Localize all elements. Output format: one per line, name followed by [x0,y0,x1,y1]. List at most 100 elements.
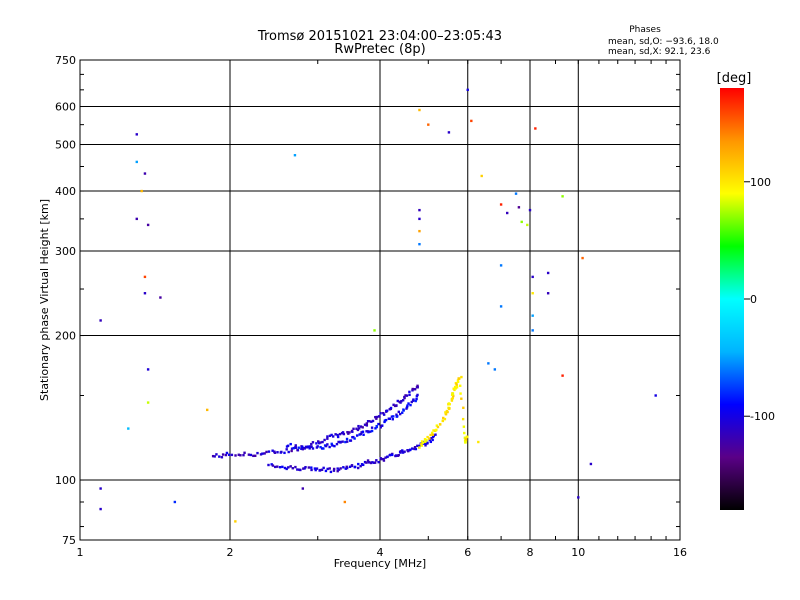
data-point [270,463,273,466]
data-point [135,133,138,136]
data-point [389,453,392,457]
data-point [454,381,458,385]
data-point [328,467,331,470]
data-point [380,424,383,427]
data-point [283,466,287,470]
data-point [368,461,371,464]
data-point [455,386,459,389]
data-point [328,434,332,438]
data-point [252,454,255,458]
data-point [577,496,580,499]
data-point [654,394,657,397]
data-point [311,441,315,444]
data-point [261,452,264,455]
data-point [430,431,434,435]
data-point [452,387,455,390]
data-point [339,441,342,444]
y-tick-label: 750 [55,54,76,67]
x-tick-label: 4 [377,546,384,559]
data-point [384,418,388,422]
data-point [218,455,221,458]
data-point [531,292,534,295]
data-point [373,329,376,332]
grid-lines [80,60,680,540]
data-point [466,88,469,92]
data-point [143,292,147,295]
data-point [454,387,457,390]
data-point [499,305,503,308]
x-tick-label: 8 [527,546,534,559]
y-tick-label: 200 [55,330,76,343]
data-point [310,442,313,446]
data-point [520,220,523,224]
data-point [409,403,412,407]
data-point [99,507,102,511]
data-point [546,271,550,275]
data-point [431,433,435,436]
y-tick-label: 75 [62,534,76,547]
data-point [290,447,294,450]
data-point [296,449,300,452]
data-point [239,454,242,457]
data-point [345,465,348,468]
data-point [273,465,277,469]
data-point [411,447,414,450]
data-point [455,384,459,387]
data-point [453,385,457,389]
data-point [546,292,550,295]
data-point [310,466,313,469]
data-point [358,427,361,430]
data-point [319,445,322,449]
data-point [375,415,379,419]
data-point [243,451,246,454]
data-point [397,453,400,457]
data-point [464,437,468,441]
data-point [382,459,386,462]
data-point [336,469,339,473]
data-point [418,229,421,233]
data-point [294,444,297,447]
data-point [450,393,454,397]
data-point [322,447,325,450]
data-point [464,440,467,444]
data-point [418,446,421,449]
y-tick-label: 500 [55,139,76,152]
data-point [292,446,295,450]
data-point [249,453,253,457]
colorbar [720,88,744,510]
data-point [412,398,415,401]
data-point [301,445,304,449]
data-point [416,386,419,389]
data-point [237,453,240,456]
data-point [371,461,374,464]
data-point [448,403,451,406]
colorbar-tick-label: 0 [750,293,757,306]
data-point [351,430,354,433]
data-point [534,127,537,130]
data-point [423,438,427,441]
data-point [300,447,303,450]
data-point [395,454,398,457]
y-axis-label: Stationary phase Virtual Height [km] [38,199,51,401]
x-axis-label: Frequency [MHz] [334,557,426,570]
data-point [418,242,421,246]
data-point [291,467,294,470]
data-point [301,487,305,490]
data-point [99,487,102,490]
data-point [396,399,399,403]
data-point [290,449,293,453]
data-point [357,424,360,428]
data-point [278,466,282,469]
data-point [374,415,377,419]
y-tick-label: 600 [55,101,76,114]
data-point [356,466,360,470]
data-point [341,431,345,434]
data-point [234,454,237,457]
data-point [159,296,162,299]
data-point [303,447,306,450]
data-point [361,426,364,429]
data-point [424,444,427,447]
data-point [320,447,324,450]
data-point [365,430,368,433]
data-point [326,467,329,471]
